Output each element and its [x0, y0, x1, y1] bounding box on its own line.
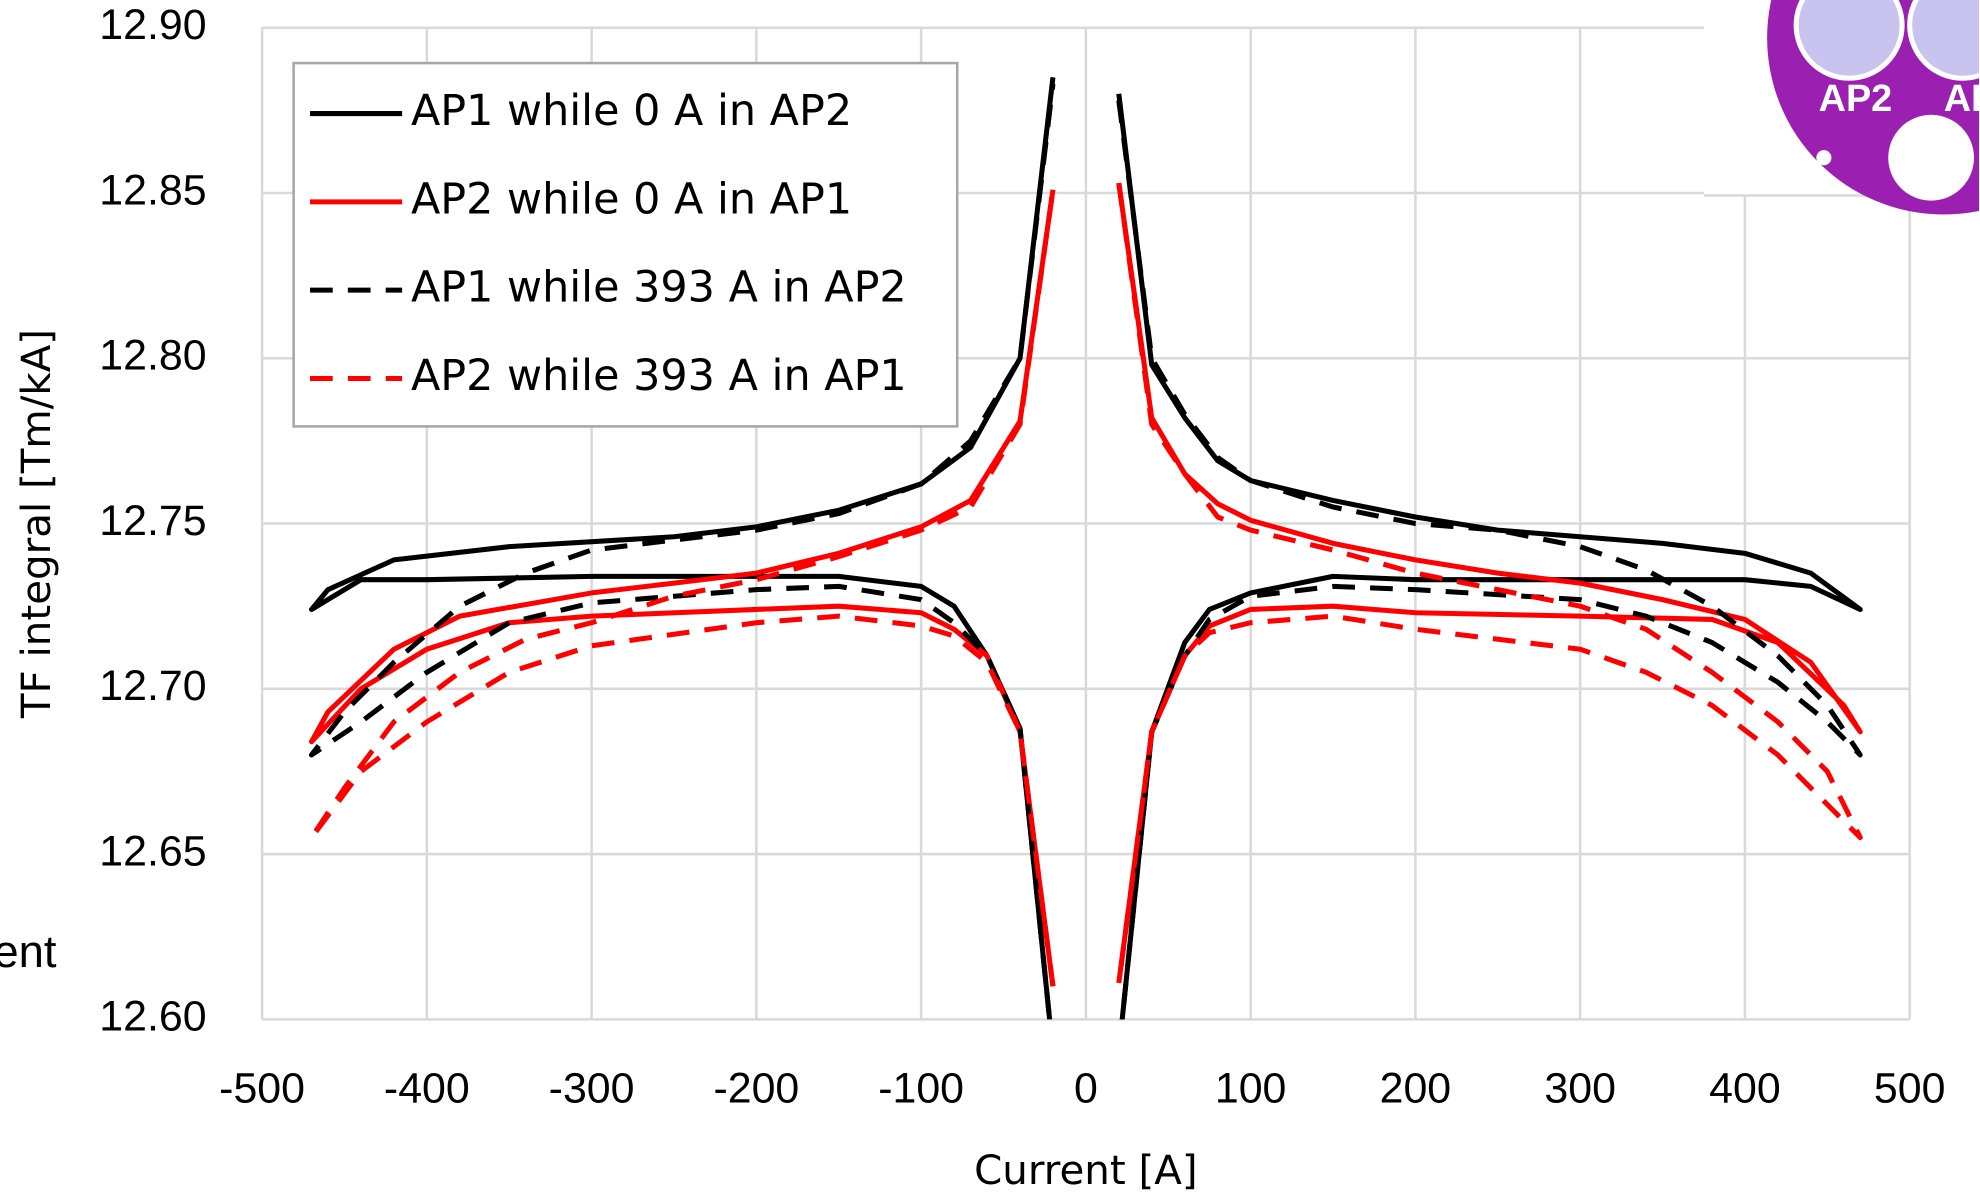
y-tick-label: 12.80	[99, 332, 206, 380]
inset-ring	[1793, 0, 1905, 81]
legend: AP1 while 0 A in AP2 AP2 while 0 A in AP1…	[292, 61, 959, 428]
x-tick-label: -200	[713, 1065, 799, 1113]
x-tick-label: -400	[384, 1065, 470, 1113]
y-tick-label: 12.90	[99, 1, 206, 49]
series-line	[309, 182, 1863, 987]
x-tick-label: 400	[1709, 1065, 1781, 1113]
x-tick-label: -100	[878, 1065, 964, 1113]
inset-label: AP2	[1819, 78, 1893, 120]
series-line	[309, 77, 1863, 1020]
legend-label: AP1 while 393 A in AP2	[411, 263, 907, 313]
inset-label: AP	[1944, 78, 1980, 120]
series-line	[309, 182, 1863, 987]
text-fragment: ent	[0, 926, 57, 977]
legend-label: AP2 while 0 A in AP1	[411, 174, 852, 224]
x-tick-label: 500	[1874, 1065, 1946, 1113]
x-tick-label: -300	[549, 1065, 635, 1113]
x-axis-title: Current [A]	[974, 1147, 1198, 1194]
series-line	[309, 83, 1863, 1020]
x-tick-label: -500	[219, 1065, 305, 1113]
inset-ring	[1907, 0, 1980, 81]
lines	[309, 77, 1863, 1020]
x-tick-label: 300	[1544, 1065, 1616, 1113]
legend-box	[292, 61, 959, 428]
inset-hole	[1888, 114, 1975, 201]
y-tick-label: 12.70	[99, 662, 206, 710]
x-tick-label: 200	[1380, 1065, 1452, 1113]
inset-dot	[1816, 150, 1832, 166]
y-tick-label: 12.85	[99, 166, 206, 214]
y-axis-title: TF integral [Tm/kA]	[13, 329, 60, 719]
x-tick-label: 0	[1074, 1065, 1098, 1113]
inset-image: AP2 AP	[1704, 0, 1980, 215]
y-tick-label: 12.60	[99, 993, 206, 1041]
x-tick-label: 100	[1215, 1065, 1287, 1113]
y-tick-label: 12.65	[99, 827, 206, 875]
legend-label: AP1 while 0 A in AP2	[411, 86, 852, 136]
y-tick-label: 12.75	[99, 497, 206, 545]
legend-label: AP2 while 393 A in AP1	[411, 351, 907, 401]
